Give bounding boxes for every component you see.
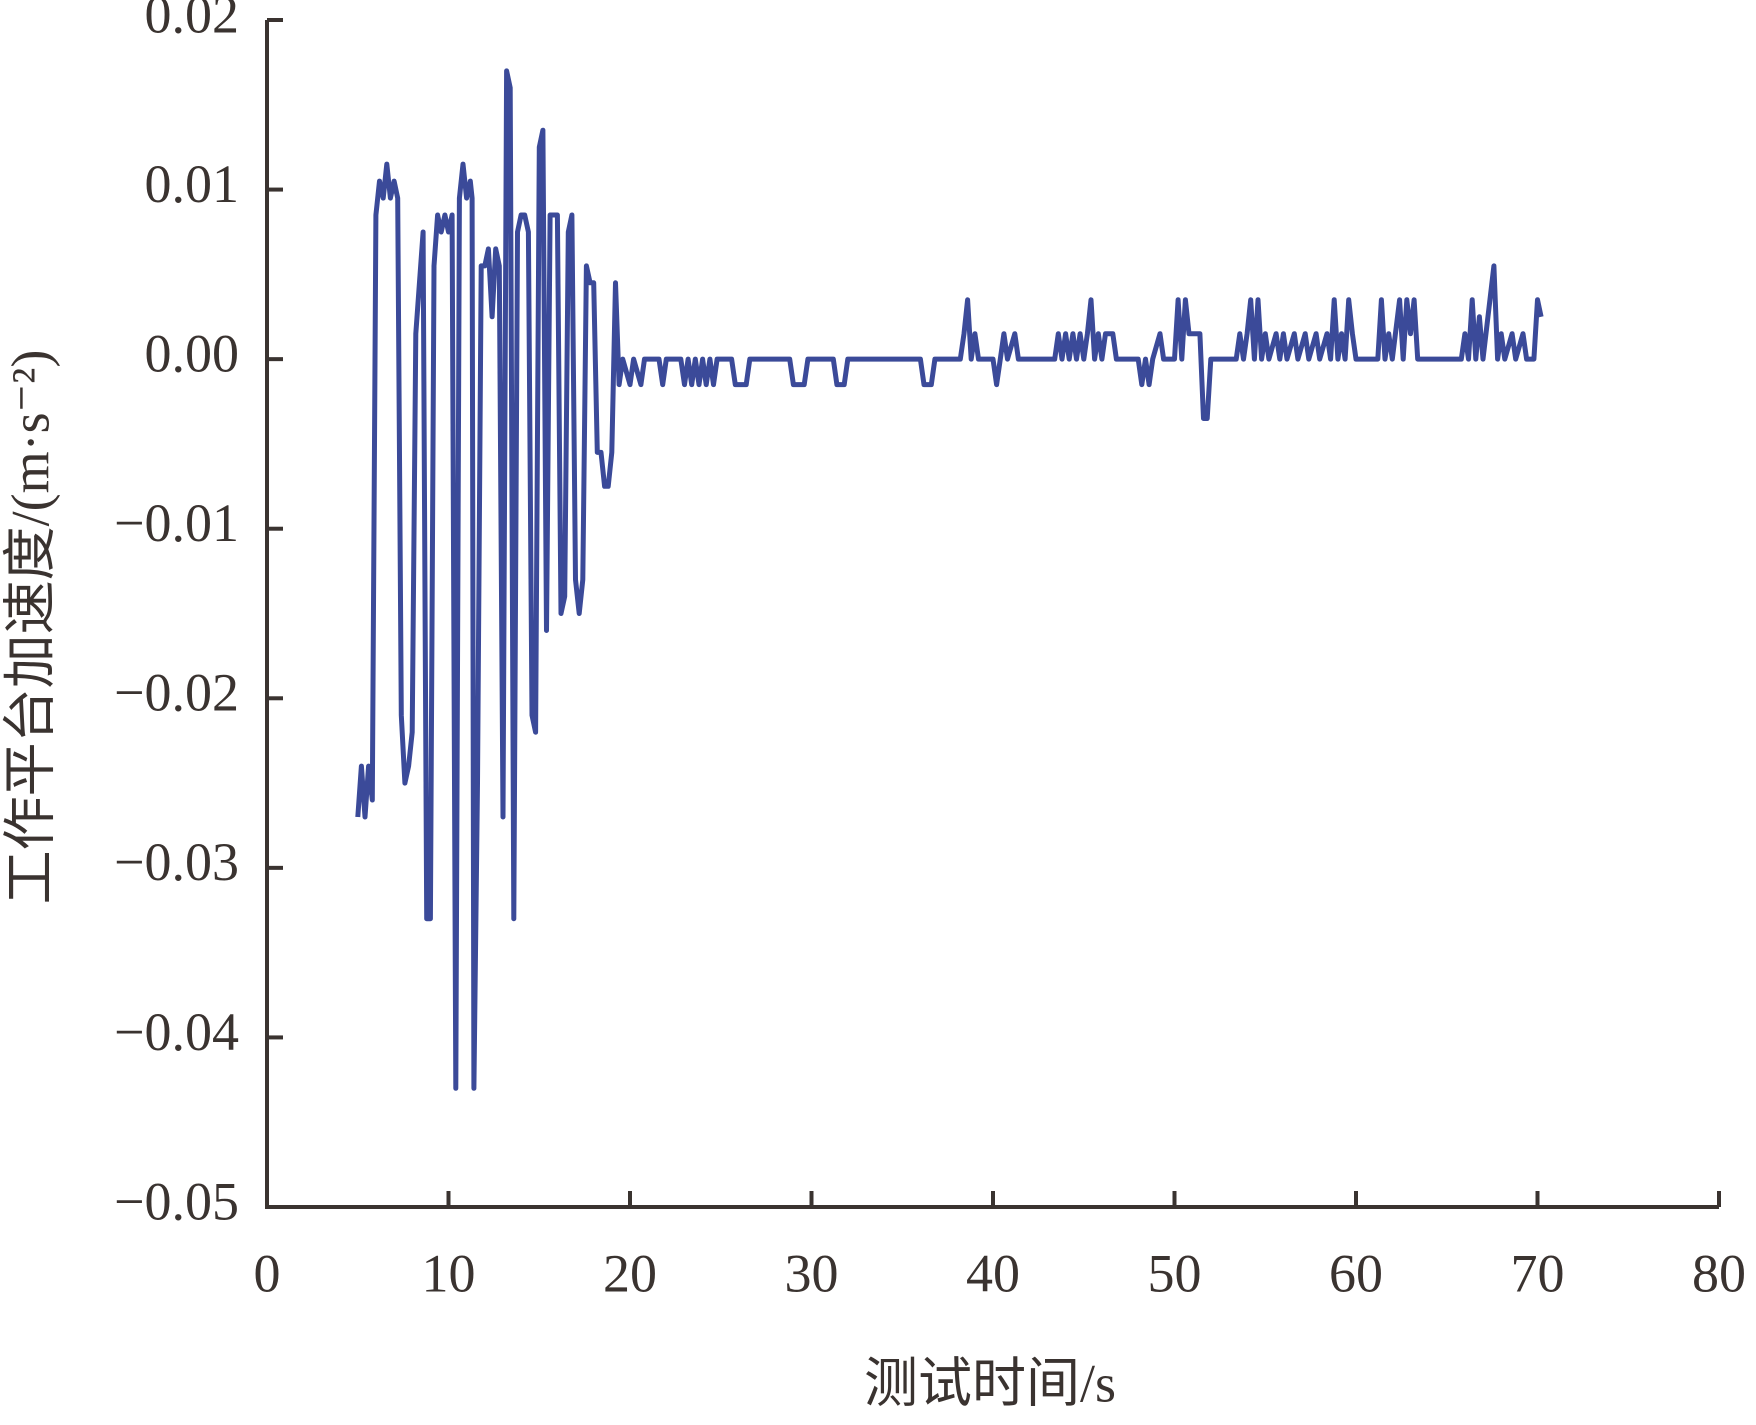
x-tick-label: 0 bbox=[254, 1243, 281, 1303]
x-axis-title: 测试时间/s bbox=[864, 1353, 1116, 1413]
y-tick-label: −0.02 bbox=[114, 663, 239, 723]
x-tick-label: 10 bbox=[422, 1243, 476, 1303]
x-tick-label: 60 bbox=[1329, 1243, 1383, 1303]
x-tick-label: 50 bbox=[1148, 1243, 1202, 1303]
y-axis-title: 工作平台加速度/(m·s⁻²) bbox=[0, 350, 60, 905]
x-tick-label: 80 bbox=[1692, 1243, 1746, 1303]
y-tick-label: 0.02 bbox=[145, 0, 240, 44]
y-tick-label: 0.00 bbox=[145, 324, 240, 384]
y-tick-label: −0.04 bbox=[114, 1002, 239, 1062]
x-tick-label: 70 bbox=[1511, 1243, 1565, 1303]
x-tick-label: 30 bbox=[785, 1243, 839, 1303]
data-line bbox=[355, 68, 1544, 1091]
y-tick-label: −0.01 bbox=[114, 493, 239, 553]
axes bbox=[265, 20, 1719, 1209]
y-tick-label: −0.03 bbox=[114, 832, 239, 892]
y-tick-label: 0.01 bbox=[145, 154, 240, 214]
x-tick-label: 40 bbox=[966, 1243, 1020, 1303]
x-tick-label: 20 bbox=[603, 1243, 657, 1303]
y-tick-label: −0.05 bbox=[114, 1171, 239, 1231]
